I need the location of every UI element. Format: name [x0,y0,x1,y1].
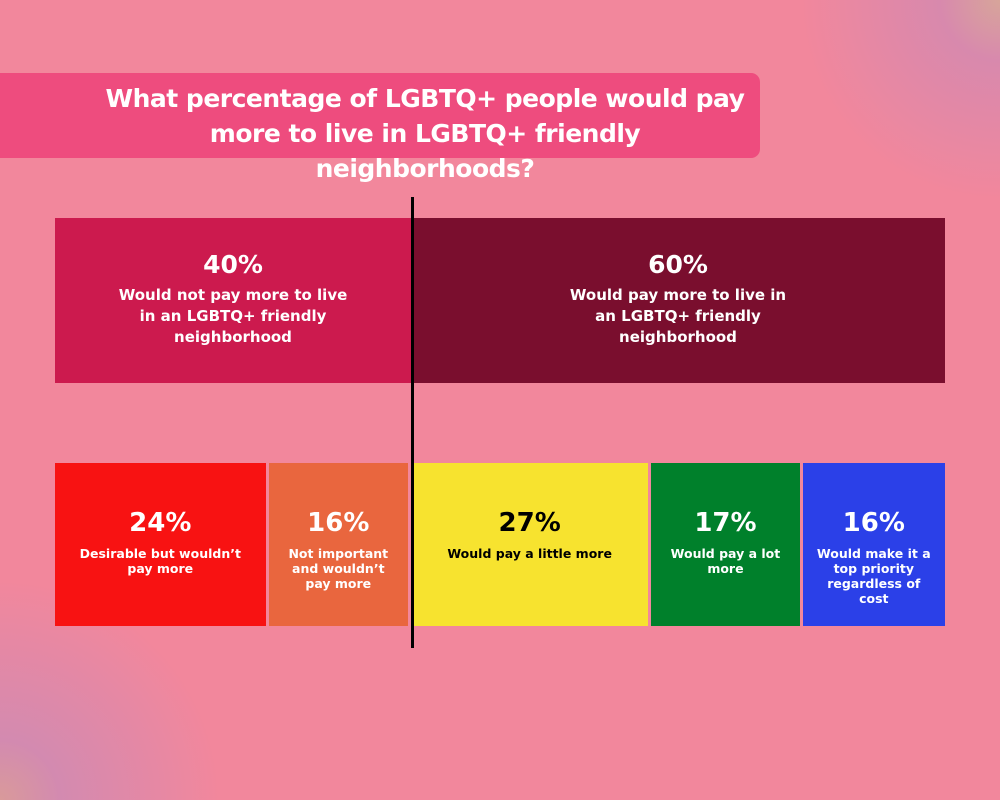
chart-title: What percentage of LGBTQ+ people would p… [105,84,745,183]
bar-segment: 27% Would pay a little more [411,463,649,626]
segment-description: Would pay a lot more [670,546,781,576]
bar-segment: 60% Would pay more to live in an LGBTQ+ f… [411,218,945,383]
segment-value-label: 16% [307,508,370,538]
segment-description: Not important and wouldn’t pay more [288,546,389,591]
segment-value-label: 16% [842,508,905,538]
segment-description: Would not pay more to live in an LGBTQ+ … [118,286,348,346]
title-banner: What percentage of LGBTQ+ people would p… [0,73,760,183]
bar-segment: 17% Would pay a lot more [651,463,800,626]
divider-line [411,197,414,648]
segment-description: Would pay more to live in an LGBTQ+ frie… [569,286,787,346]
segment-value-label: 27% [498,508,561,538]
segment-value-label: 24% [129,508,192,538]
bar-segment: 16% Not important and wouldn’t pay more [268,463,408,626]
segment-value-label: 17% [694,508,757,538]
segment-description: Would make it a top priority regardless … [816,546,931,606]
bar-segment: 16% Would make it a top priority regardle… [802,463,945,626]
segment-value-label: 40% [203,250,263,279]
segment-value-label: 60% [648,250,708,279]
segment-description: Desirable but wouldn’t pay more [79,546,241,576]
bar-segment: 40% Would not pay more to live in an LGBT… [55,218,411,383]
bar-segment: 24% Desirable but wouldn’t pay more [55,463,266,626]
segment-description: Would pay a little more [447,546,612,561]
